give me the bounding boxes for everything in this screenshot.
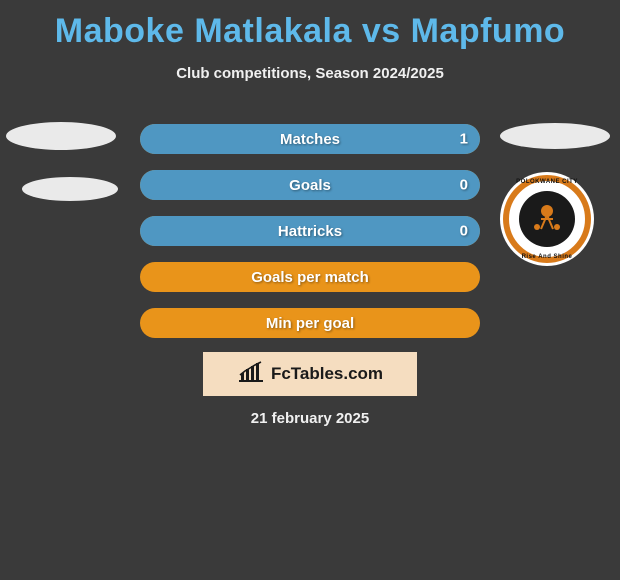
right-photo-placeholder [500, 123, 610, 149]
club-badge: POLOKWANE CITY Rise And Shine [500, 172, 594, 266]
left-photo-placeholder-1 [6, 122, 116, 150]
bar-row: Hattricks 0 [140, 216, 480, 246]
comparison-bars: Matches 1 Goals 0 Hattricks 0 Goals per … [140, 124, 480, 354]
bar-label: Min per goal [266, 315, 354, 332]
badge-center-icon [519, 191, 575, 247]
bar-value-right: 0 [460, 177, 468, 194]
bar-row: Goals 0 [140, 170, 480, 200]
bar-label: Matches [280, 131, 340, 148]
bar-chart-icon [237, 361, 265, 388]
badge-top-text: POLOKWANE CITY [503, 179, 591, 185]
source-text: FcTables.com [271, 364, 383, 384]
bar-value-right: 1 [460, 131, 468, 148]
bar-label: Hattricks [278, 223, 342, 240]
bar-label: Goals [289, 177, 331, 194]
bar-row: Goals per match [140, 262, 480, 292]
bar-value-right: 0 [460, 223, 468, 240]
badge-bottom-text: Rise And Shine [503, 254, 591, 260]
source-attribution: FcTables.com [203, 352, 417, 396]
subtitle: Club competitions, Season 2024/2025 [0, 65, 620, 82]
bar-row: Matches 1 [140, 124, 480, 154]
date-label: 21 february 2025 [0, 410, 620, 427]
bar-label: Goals per match [251, 269, 369, 286]
page-title: Maboke Matlakala vs Mapfumo [0, 0, 620, 51]
bar-row: Min per goal [140, 308, 480, 338]
left-photo-placeholder-2 [22, 177, 118, 201]
